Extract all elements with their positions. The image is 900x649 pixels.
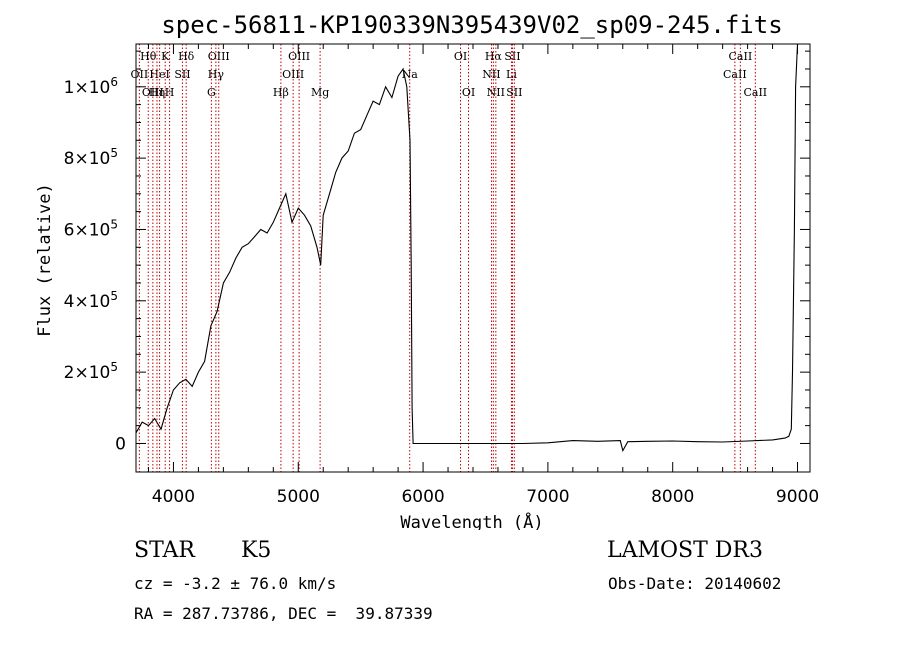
redshift-value: cz = -3.2 ± 76.0 km/s — [134, 574, 337, 593]
y-tick-label-exponent: 5 — [110, 360, 118, 374]
spectral-line-label: SII — [504, 50, 520, 63]
y-tick-label-base: 2×10 — [64, 363, 111, 383]
spectral-line-label: CaII — [723, 68, 747, 81]
spectral-line-label: SII — [174, 68, 190, 81]
spectral-line-label: Mg — [311, 86, 329, 99]
spectral-line-label: NII — [487, 86, 505, 99]
x-tick-label: 8000 — [651, 487, 694, 507]
x-tick-label: 7000 — [526, 487, 569, 507]
x-axis-ticks: 4000 5000 6000 7000 8000 9000 — [147, 44, 819, 507]
flux-series-line — [135, 43, 800, 453]
spectral-line-label: OIII — [208, 50, 230, 63]
y-tick-label-exponent: 5 — [110, 289, 118, 303]
plot-frame — [135, 43, 811, 473]
y-tick-label-base: 4×10 — [64, 292, 111, 312]
x-tick-label: 9000 — [776, 487, 819, 507]
spectral-line-label: Hδ — [178, 50, 195, 63]
y-tick-label-exponent: 5 — [110, 217, 118, 231]
spectral-line-label: NII — [482, 68, 500, 81]
spectral-line-label: HeI — [149, 68, 169, 81]
spectral-line-label: H — [165, 86, 175, 99]
y-tick-label-base: 8×10 — [64, 149, 111, 169]
spectral-line-label: Na — [402, 68, 419, 81]
spectral-line-label: Hη — [149, 86, 165, 99]
spectral-line-label: Hβ — [273, 86, 289, 99]
coordinates: RA = 287.73786, DEC = 39.87339 — [134, 604, 433, 623]
x-axis-label: Wavelength (Å) — [400, 511, 543, 530]
spectral-line-label: K — [161, 50, 170, 63]
y-tick-label: 2×105 — [64, 360, 118, 383]
y-axis-label: Flux (relative) — [35, 183, 55, 337]
spectral-line-label: G — [207, 86, 216, 99]
spectral-line-label: Li — [506, 68, 517, 81]
y-tick-label-base: 1×10 — [64, 78, 111, 98]
spectral-line-label: Hγ — [208, 68, 225, 81]
spectral-line-label: Hθ — [140, 50, 157, 63]
survey-name: LAMOST DR3 — [607, 538, 763, 563]
spectral-line-label: CaII — [729, 50, 753, 63]
object-class: STAR — [134, 538, 195, 563]
y-tick-label: 6×105 — [64, 217, 118, 240]
spectral-line-label: OIII — [282, 68, 304, 81]
spectral-line-label: CaII — [743, 86, 767, 99]
spectral-line-label: OIII — [142, 86, 164, 99]
spectral-line-label: Hα — [485, 50, 503, 63]
x-tick-label: 5000 — [277, 487, 320, 507]
spectrum-series — [135, 43, 800, 453]
x-tick-label: 4000 — [152, 487, 195, 507]
y-tick-label: 0 — [115, 434, 126, 454]
object-subclass: K5 — [241, 538, 272, 563]
y-tick-label-base: 0 — [115, 434, 126, 454]
y-tick-label: 1×106 — [64, 75, 118, 98]
spectral-line-label: SII — [506, 86, 522, 99]
x-tick-label: 6000 — [401, 487, 444, 507]
y-tick-label: 8×105 — [64, 146, 118, 169]
spectrum-chart: spec-56811-KP190339N395439V02_sp09-245.f… — [35, 11, 819, 530]
y-tick-label-exponent: 6 — [110, 75, 118, 89]
y-tick-label-exponent: 5 — [110, 146, 118, 160]
obs-date: Obs-Date: 20140602 — [608, 574, 782, 593]
spectral-line-label: OIII — [288, 50, 310, 63]
chart-title: spec-56811-KP190339N395439V02_sp09-245.f… — [161, 11, 782, 39]
spectral-line-label: OI — [454, 50, 467, 63]
spectral-line-label: OII — [131, 68, 149, 81]
y-tick-label: 4×105 — [64, 289, 118, 312]
spectral-line-label: OI — [462, 86, 475, 99]
y-tick-label-base: 6×10 — [64, 220, 111, 240]
